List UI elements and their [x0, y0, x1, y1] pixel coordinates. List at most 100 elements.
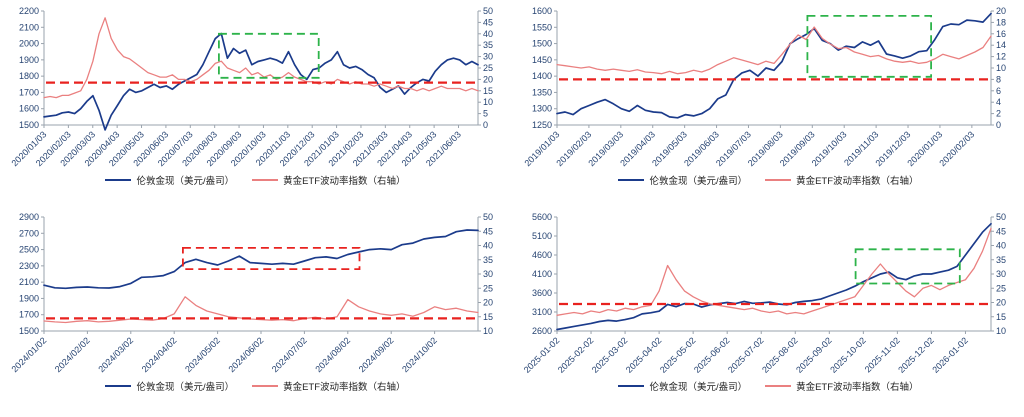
legend-label: 伦敦金现（美元/盎司） — [136, 381, 235, 393]
right-tick-label: 20 — [996, 297, 1006, 307]
right-tick-label: 20 — [483, 297, 493, 307]
volatility-line — [42, 295, 479, 323]
legend-label: 黄金ETF波动率指数（右轴） — [796, 176, 919, 187]
chart-canvas: 1250130013501400145015001550160002468101… — [522, 6, 1006, 168]
legend-item-gold: 伦敦金现（美元/盎司） — [618, 379, 747, 393]
legend-label: 伦敦金现（美元/盎司） — [649, 381, 748, 393]
left-tick-label: 1600 — [531, 6, 551, 16]
gold-price-line — [42, 228, 479, 289]
x-axis-labels: 2024/01/02 2024/02/02 2024/03/02 2024/04/02… — [9, 330, 439, 374]
left-tick-label: 1500 — [531, 39, 551, 49]
right-tick-label: 40 — [483, 240, 493, 250]
x-tick-label: 2024/09/02 — [356, 335, 395, 374]
x-axis-labels: 2025-01-022025-02-022025-03-022025-04-02… — [521, 330, 969, 375]
right-tick-label: 15 — [483, 86, 493, 96]
left-tick-label: 1700 — [18, 309, 38, 319]
left-tick-label: 1500 — [18, 326, 38, 336]
x-tick-label: 2025-03-02 — [589, 335, 629, 375]
right-tick-label: 25 — [483, 283, 493, 293]
right-tick-label: 50 — [483, 6, 493, 16]
x-axis-labels: 2020/01/032020/02/032020/03/032020/04/03… — [9, 125, 462, 168]
left-tick-label: 2600 — [531, 326, 551, 336]
left-tick-label: 2000 — [18, 39, 38, 49]
gold-price-line — [42, 32, 479, 131]
left-tick-label: 4100 — [531, 269, 551, 279]
x-tick-label: 2024/07/02 — [269, 335, 308, 374]
plot-frame — [43, 11, 478, 126]
legend-line-swatch — [618, 179, 645, 181]
right-tick-label: 20 — [996, 6, 1006, 16]
legend-item-gold: 伦敦金现（美元/盎司） — [105, 379, 234, 393]
left-tick-label: 1500 — [18, 120, 38, 130]
left-tick-label: 5100 — [531, 231, 551, 241]
right-tick-label: 6 — [996, 86, 1001, 96]
right-tick-label: 0 — [996, 120, 1001, 130]
highlight-box — [217, 32, 320, 79]
right-tick-label: 35 — [996, 254, 1006, 264]
left-tick-label: 5600 — [531, 212, 551, 222]
right-tick-label: 30 — [996, 269, 1006, 279]
chart-legend: 伦敦金现（美元/盎司） 黄金ETF波动率指数（右轴） — [105, 173, 406, 187]
plot-frame — [556, 11, 991, 126]
right-tick-label: 2 — [996, 109, 1001, 119]
chart-gold-2020-2021: 1500 1600 1700 1800 1900 2000 2100 2200 0 5 10 15 20… — [2, 3, 509, 209]
chart-gold-2024: 1500 1700 1900 2100 2300 2500 2700 2900 10 15 20 25… — [2, 209, 509, 415]
right-tick-label: 10 — [996, 326, 1006, 336]
right-tick-label: 14 — [996, 40, 1006, 50]
legend-line-swatch — [765, 179, 792, 181]
left-tick-label: 2500 — [18, 244, 38, 254]
legend-line-swatch — [252, 384, 279, 387]
legend-line-swatch — [765, 384, 792, 387]
right-tick-label: 25 — [996, 283, 1006, 293]
gold-price-line — [555, 12, 992, 119]
legend-item-volatility: 黄金ETF波动率指数（右轴） — [765, 379, 919, 393]
right-tick-label: 35 — [483, 40, 493, 50]
left-tick-label: 1900 — [18, 55, 38, 65]
x-tick-label: 2025-05-02 — [657, 335, 697, 375]
right-tick-label: 0 — [483, 120, 488, 130]
right-tick-label: 10 — [483, 326, 493, 336]
left-tick-label: 2300 — [18, 260, 38, 270]
left-tick-label: 4600 — [531, 250, 551, 260]
x-tick-label: 2025-09-02 — [794, 335, 834, 375]
legend-line-swatch — [618, 384, 645, 387]
right-tick-label: 10 — [483, 97, 493, 107]
legend-item-volatility: 黄金ETF波动率指数（右轴） — [765, 173, 919, 187]
volatility-line — [555, 227, 992, 316]
left-tick-label: 1350 — [531, 87, 551, 97]
legend-label: 伦敦金现（美元/盎司） — [649, 176, 748, 187]
chart-gold-2025-2026: 2600 3100 3600 4100 4600 5100 5600 10 15 20 25 30 35… — [515, 209, 1022, 415]
chart-legend: 伦敦金现（美元/盎司） 黄金ETF波动率指数（右轴） — [618, 379, 919, 393]
right-tick-label: 15 — [483, 311, 493, 321]
x-tick-label: 2024/06/02 — [226, 335, 265, 374]
right-tick-label: 8 — [996, 74, 1001, 84]
left-tick-label: 1450 — [531, 55, 551, 65]
x-tick-label: 2024/05/02 — [183, 335, 222, 374]
chart-gold-2019-2020: 1250 1300 1350 1400 1450 1500 1550 1600 0 2 4 6 8 10 1… — [515, 3, 1022, 209]
left-tick-label: 3100 — [531, 307, 551, 317]
right-tick-label: 30 — [483, 52, 493, 62]
gold-price-line — [555, 222, 992, 330]
left-tick-label: 1600 — [18, 104, 38, 114]
left-tick-label: 1800 — [18, 71, 38, 81]
right-tick-label: 50 — [996, 212, 1006, 222]
chart-legend: 伦敦金现（美元/盎司） 黄金ETF波动率指数（右轴） — [105, 379, 406, 393]
left-axis-labels: 1500 1700 1900 2100 2300 2500 2700 2900 — [18, 212, 44, 336]
legend-line-swatch — [105, 179, 132, 181]
highlight-box — [181, 246, 360, 270]
right-tick-label: 35 — [483, 254, 493, 264]
right-tick-label: 10 — [996, 63, 1006, 73]
left-tick-label: 2200 — [18, 6, 38, 16]
left-tick-label: 1400 — [531, 71, 551, 81]
left-tick-label: 2100 — [18, 22, 38, 32]
right-tick-label: 30 — [483, 269, 493, 279]
series-lines — [555, 12, 992, 119]
x-tick-label: 2025-07-02 — [725, 335, 765, 375]
legend-item-gold: 伦敦金现（美元/盎司） — [105, 173, 234, 187]
series-lines — [42, 228, 479, 323]
left-tick-label: 1550 — [531, 22, 551, 32]
x-tick-label: 2025-10-02 — [828, 335, 868, 375]
